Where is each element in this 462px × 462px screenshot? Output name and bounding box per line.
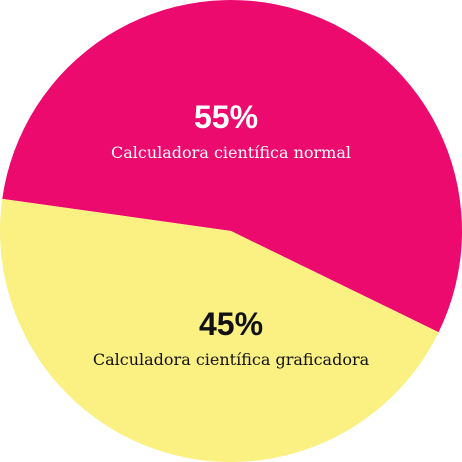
slice-value-label-1: 55% (194, 99, 258, 135)
pie-slice-2 (0, 198, 439, 462)
slice-value-label-2: 45% (199, 306, 263, 342)
pie-slice-1 (2, 0, 462, 333)
slice-category-label-2: Calculadora científica graficadora (93, 350, 370, 369)
slice-category-label-1: Calculadora científica normal (111, 143, 351, 162)
